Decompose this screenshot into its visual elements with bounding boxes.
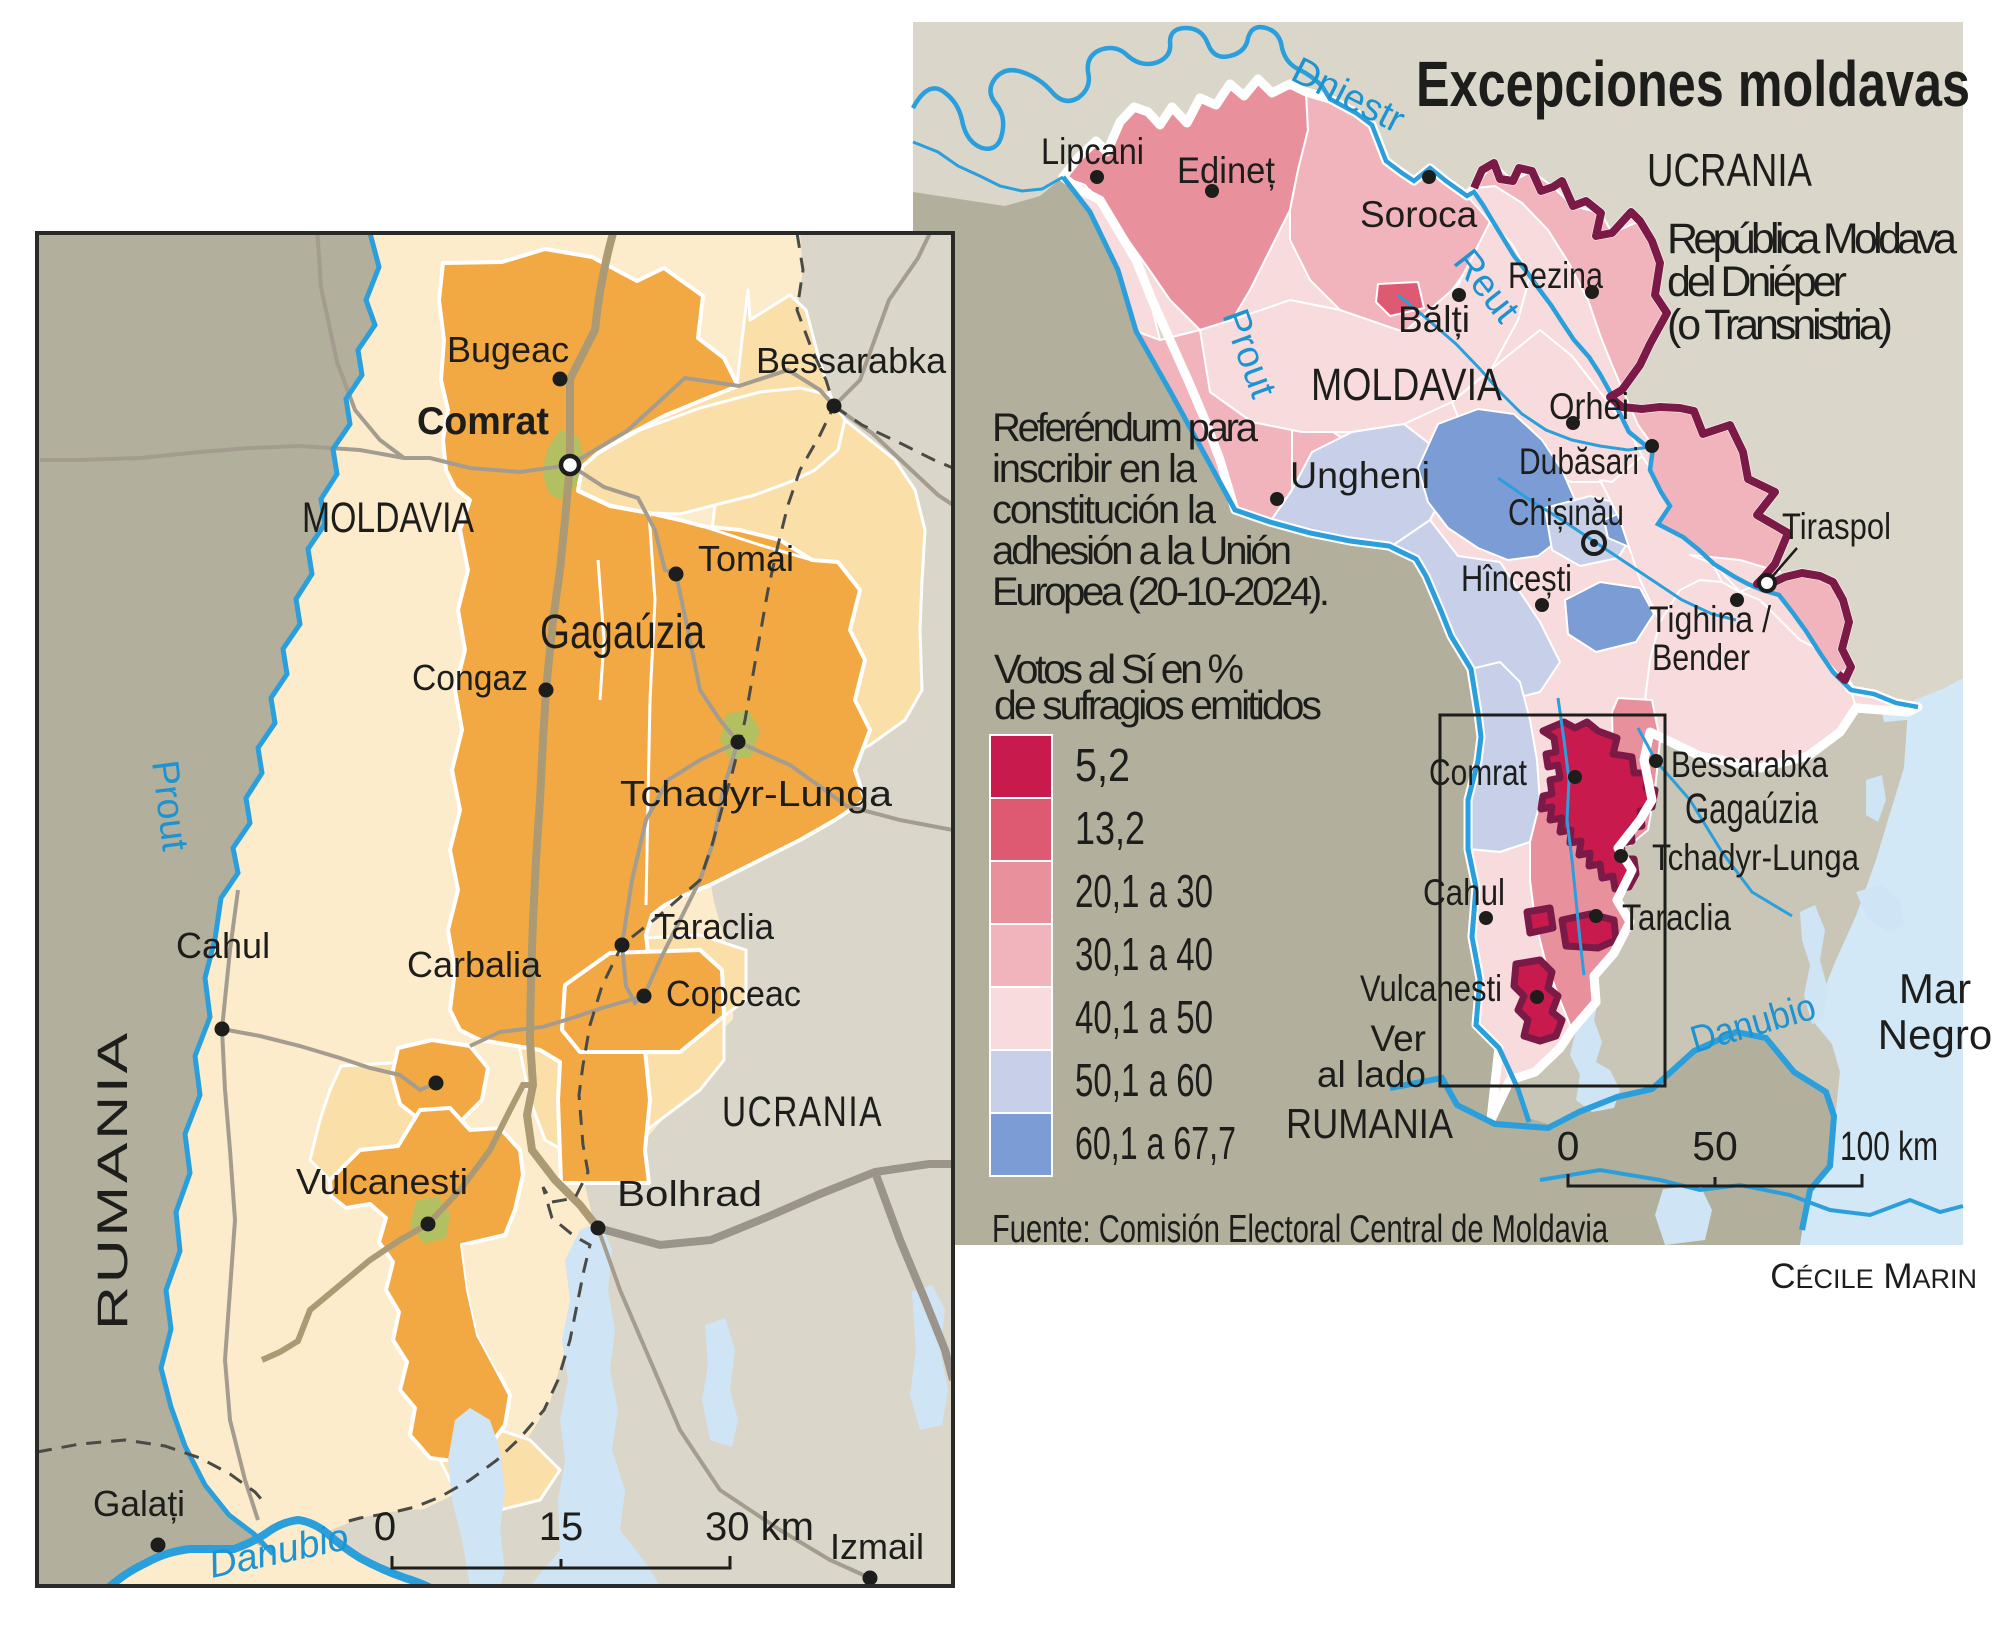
svg-text:MOLDAVIA: MOLDAVIA <box>302 494 474 542</box>
svg-text:20,1 a 30: 20,1 a 30 <box>1075 865 1213 917</box>
svg-text:Soroca: Soroca <box>1360 194 1478 235</box>
svg-text:Tomai: Tomai <box>698 538 794 579</box>
svg-text:0: 0 <box>1557 1123 1580 1169</box>
svg-text:Gagaúzia: Gagaúzia <box>1685 785 1818 833</box>
svg-text:Tiraspol: Tiraspol <box>1782 506 1891 547</box>
svg-text:Chișinău: Chișinău <box>1508 492 1624 533</box>
svg-text:Ver: Ver <box>1370 1018 1426 1059</box>
svg-text:Comrat: Comrat <box>1429 752 1528 793</box>
svg-text:Rezina: Rezina <box>1508 255 1603 296</box>
svg-text:Tchadyr-Lunga: Tchadyr-Lunga <box>620 773 893 814</box>
svg-text:RUMANIA: RUMANIA <box>1286 1100 1453 1147</box>
svg-text:Gagaúzia: Gagaúzia <box>540 606 705 659</box>
svg-text:inscribir en la: inscribir en la <box>992 447 1198 491</box>
svg-text:(o Transnistria): (o Transnistria) <box>1667 301 1893 349</box>
svg-text:Negro: Negro <box>1878 1011 1992 1058</box>
svg-text:Bălți: Bălți <box>1398 299 1470 340</box>
svg-text:13,2: 13,2 <box>1075 802 1145 854</box>
svg-text:Vulcanesti: Vulcanesti <box>1360 968 1502 1009</box>
svg-text:0: 0 <box>374 1505 396 1549</box>
svg-text:Mar: Mar <box>1899 965 1971 1012</box>
svg-text:Bugeac: Bugeac <box>447 329 569 370</box>
svg-text:Lipcani: Lipcani <box>1041 131 1144 172</box>
svg-text:40,1 a 50: 40,1 a 50 <box>1075 991 1213 1043</box>
svg-text:Bender: Bender <box>1652 637 1750 678</box>
svg-text:Galați: Galați <box>93 1483 185 1524</box>
svg-text:Ungheni: Ungheni <box>1290 455 1430 496</box>
svg-text:Europea (20-10-2024).: Europea (20-10-2024). <box>992 570 1330 614</box>
svg-text:Edineț: Edineț <box>1177 150 1276 191</box>
svg-text:Izmail: Izmail <box>830 1526 924 1567</box>
svg-text:adhesión a la Unión: adhesión a la Unión <box>992 529 1292 573</box>
svg-text:Cahul: Cahul <box>176 925 270 966</box>
svg-text:Comrat: Comrat <box>417 400 549 443</box>
svg-text:UCRANIA: UCRANIA <box>722 1088 883 1136</box>
svg-text:constitución la: constitución la <box>992 488 1217 532</box>
svg-text:50: 50 <box>1692 1123 1738 1169</box>
svg-text:Taraclia: Taraclia <box>654 906 775 947</box>
svg-text:5,2: 5,2 <box>1075 739 1130 791</box>
svg-text:Fuente: Comisión Electoral Cen: Fuente: Comisión Electoral Central de Mo… <box>992 1208 1608 1251</box>
svg-text:60,1 a 67,7: 60,1 a 67,7 <box>1075 1117 1236 1169</box>
svg-text:15: 15 <box>539 1505 584 1549</box>
svg-text:Bessarabka: Bessarabka <box>756 340 947 381</box>
svg-text:Taraclia: Taraclia <box>1622 897 1731 938</box>
svg-text:al lado: al lado <box>1317 1054 1426 1095</box>
svg-text:Dubăsari: Dubăsari <box>1519 441 1639 482</box>
svg-text:Tighina /: Tighina / <box>1649 599 1772 640</box>
svg-text:50,1 a 60: 50,1 a 60 <box>1075 1054 1213 1106</box>
svg-text:Hîncești: Hîncești <box>1461 558 1572 599</box>
svg-text:de sufragios emitidos: de sufragios emitidos <box>994 682 1322 728</box>
svg-text:Bolhrad: Bolhrad <box>617 1173 762 1214</box>
svg-text:100 km: 100 km <box>1840 1123 1938 1169</box>
svg-text:Tchadyr-Lunga: Tchadyr-Lunga <box>1652 837 1859 878</box>
svg-text:MOLDAVIA: MOLDAVIA <box>1311 359 1502 410</box>
svg-text:República Moldava: República Moldava <box>1667 215 1957 263</box>
svg-text:Vulcanesti: Vulcanesti <box>296 1161 468 1202</box>
svg-text:Bessarabka: Bessarabka <box>1671 744 1828 785</box>
svg-text:30 km: 30 km <box>705 1505 814 1549</box>
svg-text:Congaz: Congaz <box>412 657 528 698</box>
svg-text:del Dniéper: del Dniéper <box>1667 258 1847 306</box>
svg-text:Copceac: Copceac <box>666 973 801 1014</box>
svg-text:Excepciones moldavas: Excepciones moldavas <box>1416 48 1970 120</box>
svg-text:UCRANIA: UCRANIA <box>1647 144 1812 196</box>
svg-text:CÉCILE MARIN: CÉCILE MARIN <box>1770 1257 1977 1296</box>
svg-text:RUMANIA: RUMANIA <box>89 1030 137 1330</box>
svg-text:30,1 a 40: 30,1 a 40 <box>1075 928 1213 980</box>
svg-text:Cahul: Cahul <box>1423 872 1505 913</box>
svg-text:Orhei: Orhei <box>1549 386 1629 427</box>
svg-text:Carbalia: Carbalia <box>407 944 542 985</box>
svg-text:Votos al Sí en %: Votos al Sí en % <box>994 646 1244 692</box>
svg-text:Referéndum para: Referéndum para <box>992 406 1259 450</box>
